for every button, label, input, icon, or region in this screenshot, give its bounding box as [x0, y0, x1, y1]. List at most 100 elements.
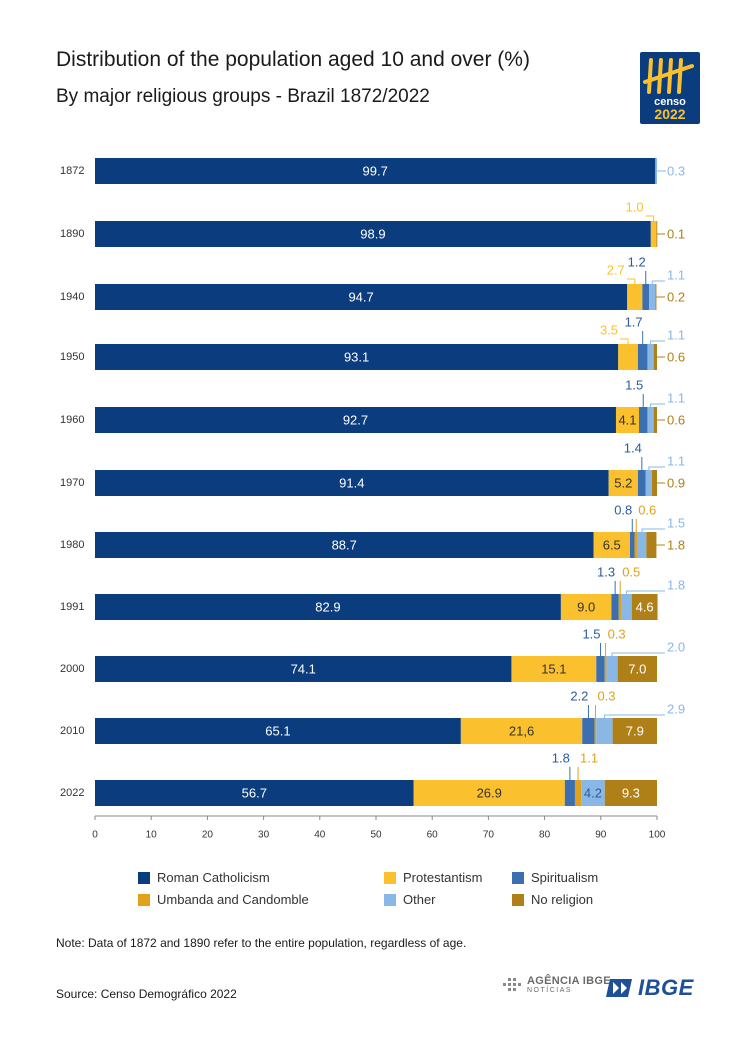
- bar-1890-no-religion: [656, 221, 658, 247]
- leader-1991-other: [626, 590, 665, 594]
- bar-1991-protestantism: [560, 594, 612, 620]
- bar-2010-roman-catholicism: [95, 718, 461, 744]
- year-label-1960: 1960: [60, 414, 84, 426]
- label-1991-other: 1.8: [667, 578, 685, 593]
- x-tick-label-0: 0: [92, 830, 98, 841]
- bar-1950-no-religion: [653, 344, 657, 370]
- bar-2000-roman-catholicism: [95, 656, 512, 682]
- leader-1940-protestantism: [626, 278, 636, 284]
- chart-title: Distribution of the population aged 10 a…: [56, 48, 530, 71]
- bar-1970-protestantism: [608, 470, 638, 496]
- bar-1970-spiritualism: [637, 470, 646, 496]
- label-1980-protestantism: 6.5: [603, 538, 621, 553]
- bar-2022-no-religion: [604, 780, 657, 806]
- legend-item-no-religion: No religion: [512, 892, 593, 907]
- year-label-1950: 1950: [60, 351, 84, 363]
- label-1940-roman-catholicism: 94.7: [348, 290, 373, 305]
- bar-1970-roman-catholicism: [95, 470, 609, 496]
- leader-1940-other: [651, 280, 665, 284]
- label-1970-roman-catholicism: 91.4: [339, 476, 364, 491]
- label-1980-other: 1.5: [667, 516, 685, 531]
- ibge-wordmark: IBGE: [638, 975, 694, 1000]
- label-1890-roman-catholicism: 98.9: [360, 227, 385, 242]
- logo-text-censo: censo: [654, 96, 686, 108]
- chart-note: Note: Data of 1872 and 1890 refer to the…: [56, 936, 467, 950]
- x-tick-label-90: 90: [595, 830, 607, 841]
- bar-2010-no-religion: [612, 718, 657, 744]
- leader-1950-protestantism: [620, 338, 629, 344]
- bar-1960-no-religion: [653, 407, 657, 433]
- agencia-line1: AGÊNCIA IBGE: [527, 975, 611, 987]
- bar-1890-roman-catholicism: [95, 221, 651, 247]
- bar-2010-protestantism: [460, 718, 583, 744]
- label-2022-umbanda-and-candomble: 1.1: [580, 751, 598, 766]
- x-tick-label-100: 100: [649, 830, 666, 841]
- label-2000-protestantism: 15.1: [541, 662, 566, 677]
- bar-1980-other: [637, 532, 647, 558]
- label-2000-other: 2.0: [667, 640, 685, 655]
- year-label-1980: 1980: [60, 539, 84, 551]
- bar-1950-spiritualism: [637, 344, 648, 370]
- bar-1980-protestantism: [593, 532, 631, 558]
- label-1890-protestantism: 1.0: [626, 200, 644, 215]
- label-1970-no-religion: 0.9: [667, 476, 685, 491]
- bar-1980-spiritualism: [630, 532, 635, 558]
- leader-1950-other: [650, 340, 665, 344]
- label-1960-spiritualism: 1.5: [625, 378, 643, 393]
- bar-1940-other: [649, 284, 656, 310]
- label-2022-roman-catholicism: 56.7: [242, 786, 267, 801]
- legend-label: Roman Catholicism: [157, 870, 270, 885]
- chart-source: Source: Censo Demográfico 2022: [56, 987, 237, 1001]
- leader-2000-other: [611, 652, 665, 656]
- agencia-line2: NOTÍCIAS: [527, 987, 573, 994]
- bar-1980-roman-catholicism: [95, 532, 594, 558]
- label-2010-roman-catholicism: 65.1: [265, 724, 290, 739]
- label-1950-roman-catholicism: 93.1: [344, 350, 369, 365]
- bar-1950-protestantism: [618, 344, 638, 370]
- label-2000-no-religion: 7.0: [628, 662, 646, 677]
- bar-1940-protestantism: [627, 284, 643, 310]
- bar-1890-protestantism: [650, 221, 657, 247]
- agencia-ibge-logo: AGÊNCIA IBGE NOTÍCIAS: [500, 976, 611, 995]
- year-label-2010: 2010: [60, 725, 84, 737]
- bar-2000-other: [606, 656, 618, 682]
- bar-1991-umbanda-and-candomble: [618, 594, 622, 620]
- legend-swatch: [512, 871, 524, 884]
- x-tick-label-30: 30: [258, 830, 270, 841]
- bar-1940-no-religion: [655, 284, 657, 310]
- label-1960-protestantism: 4.1: [618, 413, 636, 428]
- bar-1991-spiritualism: [611, 594, 619, 620]
- bar-1940-roman-catholicism: [95, 284, 628, 310]
- bar-2000-spiritualism: [596, 656, 605, 682]
- label-2010-spiritualism: 2.2: [570, 689, 588, 704]
- label-1991-roman-catholicism: 82.9: [315, 600, 340, 615]
- label-1970-protestantism: 5.2: [614, 476, 632, 491]
- label-2000-spiritualism: 1.5: [582, 627, 600, 642]
- label-1991-protestantism: 9.0: [577, 600, 595, 615]
- bar-2022-spiritualism: [564, 780, 575, 806]
- legend-label: No religion: [531, 892, 594, 907]
- bar-1950-other: [647, 344, 654, 370]
- label-2000-roman-catholicism: 74.1: [291, 662, 316, 677]
- label-2010-no-religion: 7.9: [626, 724, 644, 739]
- bar-2000-protestantism: [511, 656, 597, 682]
- label-2000-umbanda-and-candomble: 0.3: [608, 627, 626, 642]
- agencia-dots-icon: [503, 977, 521, 991]
- bar-2000-umbanda-and-candomble: [604, 656, 607, 682]
- x-tick-label-50: 50: [370, 830, 382, 841]
- legend-swatch: [512, 893, 524, 906]
- bar-2010-spiritualism: [582, 718, 595, 744]
- label-1872-other: 0.3: [667, 164, 685, 179]
- censo-2022-logo: censo 2022: [640, 52, 700, 124]
- legend-item-spiritualism: Spiritualism: [512, 870, 598, 885]
- bar-2022-protestantism: [413, 780, 565, 806]
- legend-swatch: [384, 893, 396, 906]
- label-1940-spiritualism: 1.2: [628, 255, 646, 270]
- bar-1872-roman-catholicism: [95, 158, 656, 184]
- censo-tally-icon: censo 2022: [643, 58, 694, 122]
- bar-1960-spiritualism: [639, 407, 648, 433]
- chart-subtitle: By major religious groups - Brazil 1872/…: [56, 86, 430, 107]
- year-label-1970: 1970: [60, 477, 84, 489]
- x-tick-label-40: 40: [314, 830, 326, 841]
- label-1980-roman-catholicism: 88.7: [332, 538, 357, 553]
